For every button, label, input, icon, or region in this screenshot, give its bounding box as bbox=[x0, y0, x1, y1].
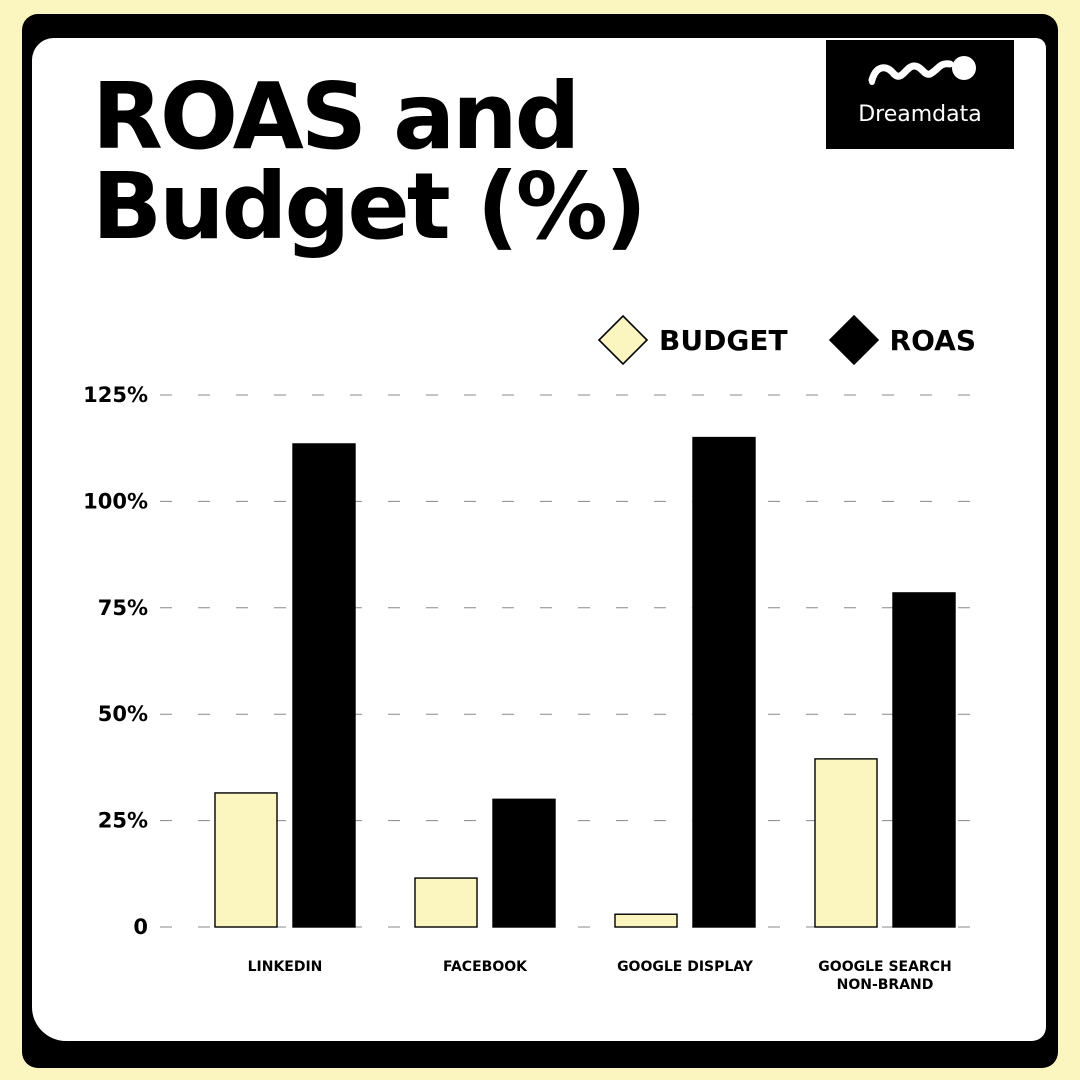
x-tick-label: GOOGLE SEARCH bbox=[818, 959, 951, 975]
y-tick-label: 100% bbox=[83, 489, 148, 513]
x-tick-label: FACEBOOK bbox=[443, 959, 528, 975]
dreamdata-logo: Dreamdata bbox=[826, 40, 1014, 149]
dreamdata-wave-icon bbox=[868, 56, 976, 85]
y-tick-label: 125% bbox=[83, 383, 148, 407]
legend-item-budget: BUDGET bbox=[597, 314, 788, 366]
legend: BUDGET ROAS bbox=[597, 312, 976, 368]
legend-label-budget: BUDGET bbox=[659, 323, 788, 357]
chart-title-line-1: ROAS and bbox=[92, 63, 581, 170]
x-tick-label: NON-BRAND bbox=[837, 977, 934, 993]
y-tick-label: 25% bbox=[98, 809, 148, 833]
legend-item-roas: ROAS bbox=[828, 314, 976, 366]
diamond-icon bbox=[828, 314, 879, 366]
y-tick-label: 75% bbox=[98, 596, 148, 620]
bar-roas bbox=[892, 592, 956, 928]
bar-budget bbox=[614, 913, 678, 928]
bar-budget bbox=[414, 877, 478, 928]
diamond-icon bbox=[597, 314, 649, 366]
y-tick-label: 0 bbox=[133, 915, 148, 939]
y-tick-label: 50% bbox=[98, 702, 148, 726]
bar-budget bbox=[214, 792, 278, 928]
logo-wordmark: Dreamdata bbox=[858, 102, 982, 127]
bar-budget bbox=[814, 758, 878, 928]
chart-title: ROAS and Budget (%) bbox=[92, 63, 647, 260]
bar-roas bbox=[492, 798, 556, 928]
bar-roas bbox=[692, 436, 756, 928]
x-tick-label: LINKEDIN bbox=[248, 959, 323, 975]
bar-roas bbox=[292, 443, 356, 928]
legend-label-roas: ROAS bbox=[889, 323, 976, 357]
chart-title-line-2: Budget (%) bbox=[92, 153, 647, 260]
x-tick-label: GOOGLE DISPLAY bbox=[617, 959, 754, 975]
